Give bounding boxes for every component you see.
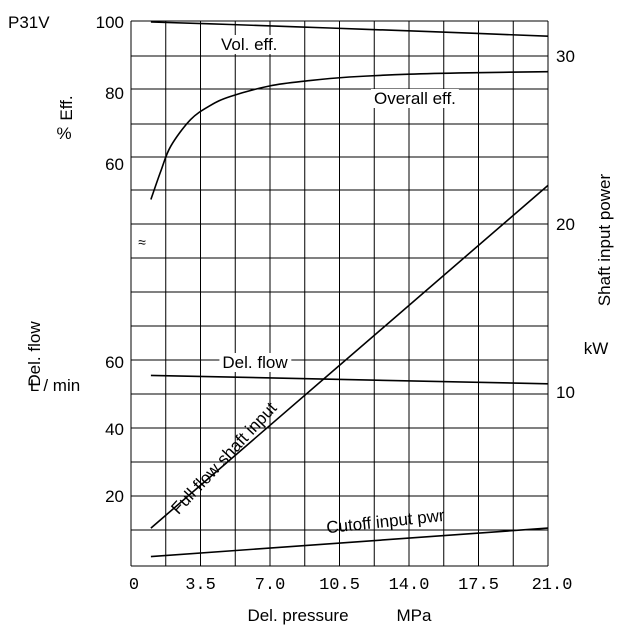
series-label-overall-eff: Overall eff. bbox=[374, 89, 456, 108]
series-line-full-flow-shaft-input bbox=[150, 184, 549, 529]
power-tick-labels: 30 20 10 bbox=[556, 47, 575, 402]
series-label-cutoff-input-pwr: Cutoff input pwr bbox=[325, 506, 445, 537]
series-line-cutoff-input-pwr bbox=[150, 527, 549, 558]
power-tick-label: 20 bbox=[556, 215, 575, 234]
power-tick-label: 30 bbox=[556, 47, 575, 66]
series-label-del-flow: Del. flow bbox=[222, 353, 288, 372]
eff-axis-unit: % bbox=[56, 124, 71, 143]
x-axis-unit: MPa bbox=[397, 606, 433, 625]
x-tick-label: 3.5 bbox=[185, 576, 216, 595]
series-line-vol-eff bbox=[150, 21, 549, 37]
x-tick-label: 10.5 bbox=[319, 576, 360, 595]
x-tick-label: 0 bbox=[129, 576, 139, 595]
power-tick-label: 10 bbox=[556, 383, 575, 402]
series-line-overall-eff bbox=[150, 70, 549, 200]
x-tick-label: 21.0 bbox=[532, 576, 573, 595]
plot-grid bbox=[130, 20, 549, 567]
flow-axis-unit: L / min bbox=[30, 376, 80, 395]
eff-tick-label: 100 bbox=[96, 13, 124, 32]
flow-tick-label: 60 bbox=[105, 353, 124, 372]
x-tick-labels: 0 3.5 7.0 10.5 14.0 17.5 21.0 bbox=[129, 576, 573, 595]
flow-tick-label: 20 bbox=[105, 487, 124, 506]
series-label-overall-eff-background bbox=[371, 89, 459, 108]
series-curves bbox=[150, 21, 549, 558]
power-axis-label: Shaft input power bbox=[595, 174, 614, 307]
eff-tick-label: 80 bbox=[105, 84, 124, 103]
series-line-del-flow bbox=[150, 374, 549, 385]
x-tick-label: 7.0 bbox=[255, 576, 286, 595]
eff-axis-label: Eff. bbox=[57, 95, 76, 120]
flow-tick-labels: 60 40 20 bbox=[105, 353, 124, 506]
x-tick-label: 17.5 bbox=[458, 576, 499, 595]
series-label-vol-eff-background bbox=[218, 35, 281, 54]
flow-tick-label: 40 bbox=[105, 420, 124, 439]
series-label-full-flow-shaft-input: Full flow shaft input bbox=[167, 398, 280, 518]
eff-tick-labels: 100 80 60 bbox=[96, 13, 124, 174]
series-label-del-flow-background bbox=[219, 353, 292, 372]
series-label-vol-eff: Vol. eff. bbox=[221, 35, 277, 54]
axis-break-symbol: ≈ bbox=[138, 234, 146, 250]
x-axis-label: Del. pressure bbox=[247, 606, 348, 625]
model-label: P31V bbox=[8, 13, 50, 32]
power-axis-unit: kW bbox=[584, 339, 609, 358]
eff-tick-label: 60 bbox=[105, 155, 124, 174]
flow-axis-label: Del. flow bbox=[25, 321, 44, 387]
x-tick-label: 14.0 bbox=[389, 576, 430, 595]
